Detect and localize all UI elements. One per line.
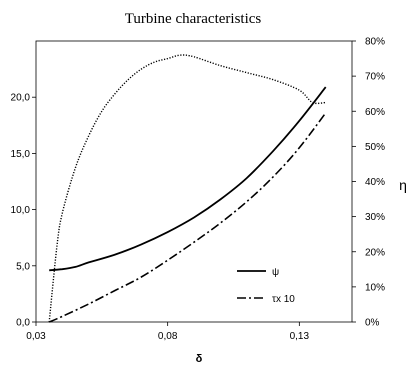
x-axis-label: δ [196, 353, 203, 365]
right-tick-label: 20% [365, 247, 385, 258]
series-line-3 [48, 54, 326, 323]
right-tick-label: 50% [365, 142, 385, 153]
right-tick-label: 70% [365, 72, 385, 83]
left-tick-label: 10,0 [11, 205, 31, 216]
right-axis-label: η [399, 177, 407, 193]
right-axis: 0% 10% 20% 30% 40% 50% 60% 70% 80% [352, 37, 385, 329]
x-axis: 0,03 0,08 0,13 [26, 322, 310, 342]
left-tick-label: 5,0 [16, 261, 30, 272]
x-tick-label: 0,13 [290, 331, 310, 342]
right-tick-label: 40% [365, 177, 385, 188]
right-tick-label: 0% [365, 318, 380, 329]
chart-title: Turbine characteristics [125, 11, 262, 27]
legend-label-2: τx 10 [272, 294, 295, 305]
right-tick-label: 10% [365, 282, 385, 293]
series-layer [48, 54, 327, 323]
x-tick-label: 0,03 [26, 331, 46, 342]
x-tick-label: 0,08 [158, 331, 178, 342]
legend: ψ τx 10 [237, 267, 295, 305]
left-tick-label: 15,0 [11, 149, 31, 160]
left-tick-label: 0,0 [16, 318, 30, 329]
left-axis: 0,0 5,0 10,0 15,0 20,0 [11, 93, 36, 329]
plot-area [35, 40, 353, 323]
left-tick-label: 20,0 [11, 93, 31, 104]
legend-label-1: ψ [272, 267, 279, 278]
right-tick-label: 30% [365, 212, 385, 223]
right-tick-label: 60% [365, 107, 385, 118]
right-tick-label: 80% [365, 37, 385, 48]
series-line-2 [48, 112, 327, 323]
series-line-1 [49, 86, 327, 272]
